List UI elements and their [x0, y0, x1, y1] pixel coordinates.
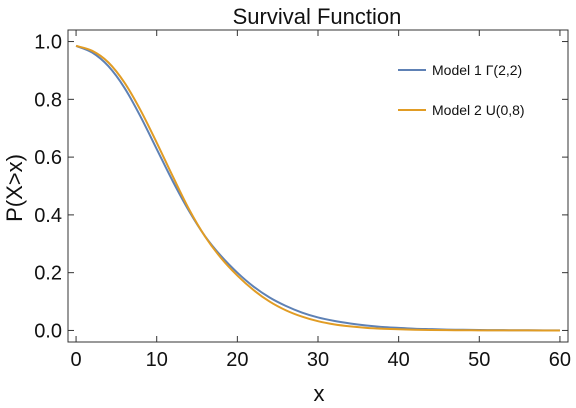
legend-label-1: Model 1 Γ(2,2): [432, 62, 522, 78]
y-tick-label: 0.2: [34, 263, 62, 285]
y-tick-label: 0.4: [34, 205, 62, 227]
x-tick-label: 30: [307, 349, 329, 371]
legend-label-2: Model 2 U(0,8): [432, 102, 525, 118]
x-tick-label: 60: [549, 349, 571, 371]
y-tick-label: 0.8: [34, 89, 62, 111]
x-tick-label: 10: [146, 349, 168, 371]
y-tick-label: 0.6: [34, 147, 62, 169]
x-axis-ticks: 0 10 20 30 40 50 60: [71, 30, 571, 371]
y-axis-label: P(X>x): [2, 154, 27, 222]
series-line-2: [75, 44, 560, 332]
y-axis-ticks: 0.0 0.2 0.4 0.6 0.8 1.0: [34, 32, 568, 342]
chart-title: Survival Function: [233, 4, 402, 29]
x-tick-label: 40: [388, 349, 410, 371]
legend: Model 1 Γ(2,2) Model 2 U(0,8): [398, 62, 525, 118]
x-tick-label: 0: [71, 349, 82, 371]
series-lines: [75, 44, 560, 332]
y-tick-label: 0.0: [34, 320, 62, 342]
x-tick-label: 50: [468, 349, 490, 371]
x-tick-label: 20: [226, 349, 248, 371]
x-axis-label: x: [314, 381, 325, 406]
series-line-1: [75, 44, 560, 332]
y-tick-label: 1.0: [34, 32, 62, 54]
